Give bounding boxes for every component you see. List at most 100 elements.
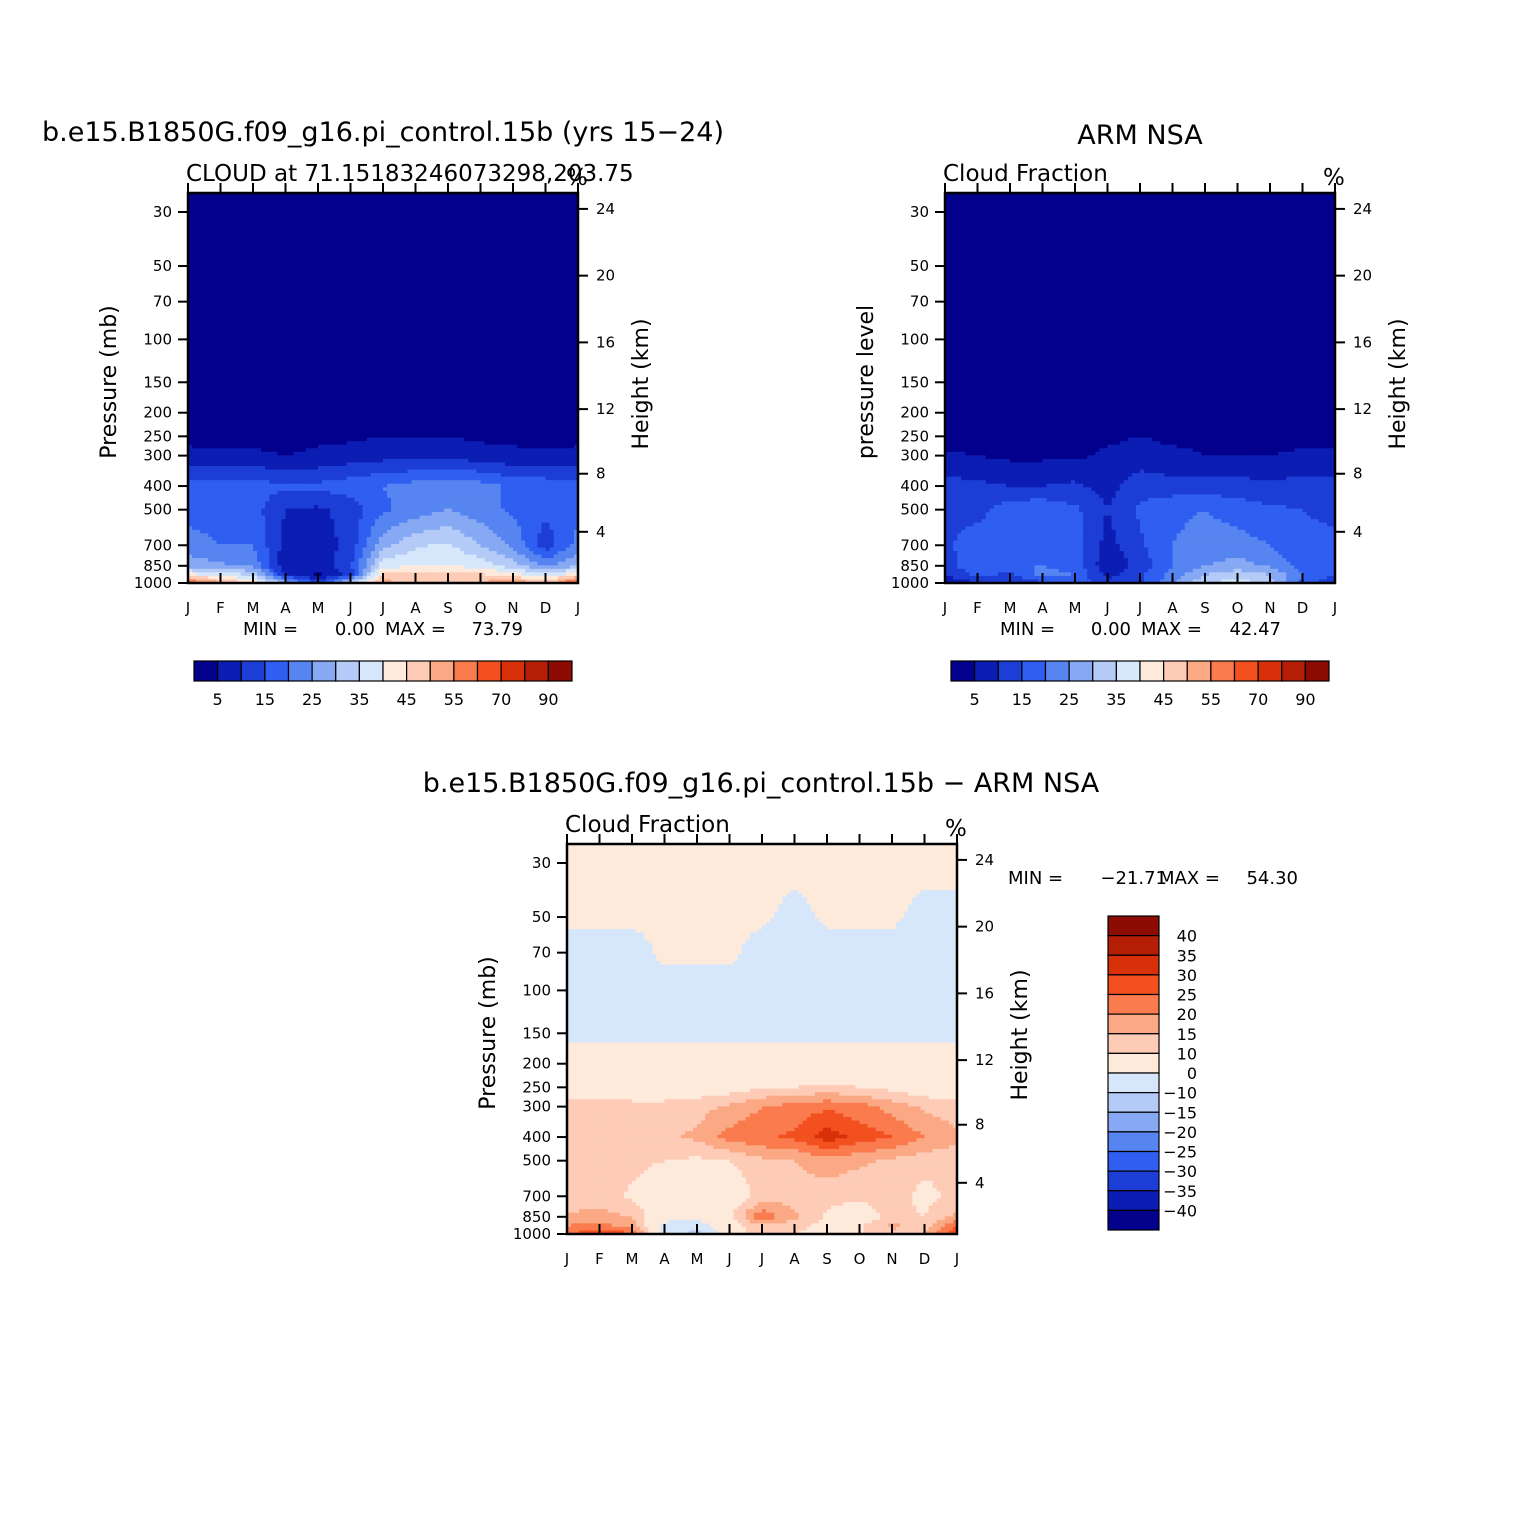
contour-cell (200, 310, 205, 315)
contour-cell (200, 249, 205, 254)
contour-cell (342, 352, 348, 357)
contour-cell (269, 349, 274, 354)
contour-cell (378, 292, 384, 297)
contour-cell (370, 217, 376, 222)
contour-cell (248, 366, 254, 371)
contour-cell (216, 242, 222, 247)
contour-cell (350, 253, 356, 258)
contour-cell (395, 235, 400, 240)
contour-cell (285, 302, 291, 308)
contour-cell (569, 317, 575, 322)
contour-cell (338, 263, 343, 269)
contour-cell (236, 207, 242, 212)
contour-cell (216, 306, 222, 311)
contour-cell (244, 232, 250, 237)
contour-cell (350, 313, 356, 318)
contour-cell (549, 373, 555, 378)
contour-cell (293, 292, 299, 297)
contour-cell (281, 363, 287, 368)
contour-cell (484, 317, 490, 322)
contour-cell (188, 356, 193, 361)
contour-cell (257, 263, 262, 269)
contour-cell (553, 196, 559, 201)
contour-cell (293, 373, 299, 378)
contour-cell (208, 217, 213, 222)
contour-cell (200, 203, 205, 208)
contour-cell (200, 281, 205, 286)
contour-cell (244, 352, 250, 357)
contour-cell (265, 324, 270, 329)
contour-cell (326, 260, 331, 265)
contour-cell (261, 313, 266, 318)
contour-cell (273, 334, 278, 339)
contour-cell (342, 256, 348, 261)
contour-cell (318, 221, 323, 226)
contour-cell (289, 306, 295, 311)
contour-cell (452, 256, 457, 261)
contour-cell (387, 295, 392, 300)
contour-cell (374, 242, 380, 247)
contour-cell (228, 203, 234, 208)
contour-cell (338, 193, 343, 198)
contour-cell (569, 228, 575, 233)
contour-cell (354, 224, 360, 230)
contour-cell (415, 320, 421, 325)
contour-cell (196, 331, 201, 336)
contour-cell (378, 260, 384, 265)
contour-cell (273, 299, 278, 304)
contour-cell (569, 214, 575, 219)
contour-cell (350, 288, 356, 293)
contour-cell (439, 356, 445, 361)
contour-cell (492, 263, 498, 269)
contour-cell (561, 260, 567, 265)
contour-cell (273, 356, 278, 361)
contour-cell (269, 200, 274, 205)
contour-cell (545, 292, 551, 297)
contour-cell (188, 324, 193, 329)
contour-cell (399, 331, 404, 336)
contour-cell (553, 285, 559, 290)
contour-cell (439, 278, 445, 283)
contour-cell (513, 331, 518, 336)
contour-cell (236, 246, 242, 251)
contour-cell (411, 320, 417, 325)
contour-cell (289, 292, 295, 297)
contour-cell (362, 200, 368, 205)
contour-cell (240, 239, 246, 244)
contour-cell (338, 320, 343, 325)
contour-cell (232, 196, 238, 201)
contour-cell (435, 370, 441, 375)
contour-cell (309, 324, 315, 329)
contour-cell (545, 271, 551, 276)
contour-cell (232, 274, 238, 279)
contour-cell (232, 200, 238, 205)
contour-cell (488, 278, 494, 283)
contour-cell (460, 306, 465, 311)
contour-cell (265, 217, 270, 222)
contour-cell (313, 313, 319, 318)
contour-cell (261, 295, 266, 300)
contour-cell (387, 306, 392, 311)
contour-cell (378, 203, 384, 208)
contour-cell (500, 217, 506, 222)
contour-cell (378, 359, 384, 364)
contour-cell (456, 306, 461, 311)
contour-cell (395, 214, 400, 219)
contour-cell (452, 214, 457, 219)
contour-cell (334, 285, 339, 290)
contour-cell (277, 317, 283, 322)
contour-cell (330, 260, 335, 265)
contour-cell (261, 271, 266, 276)
contour-cell (301, 235, 307, 240)
contour-cell (513, 363, 518, 368)
contour-cell (265, 281, 270, 286)
contour-cell (411, 292, 417, 297)
contour-cell (464, 256, 469, 261)
contour-cell (265, 292, 270, 297)
contour-cell (492, 210, 498, 215)
contour-cell (464, 366, 469, 371)
contour-cell (569, 221, 575, 226)
contour-cell (496, 359, 502, 364)
contour-cell (248, 313, 254, 318)
contour-cell (200, 278, 205, 283)
